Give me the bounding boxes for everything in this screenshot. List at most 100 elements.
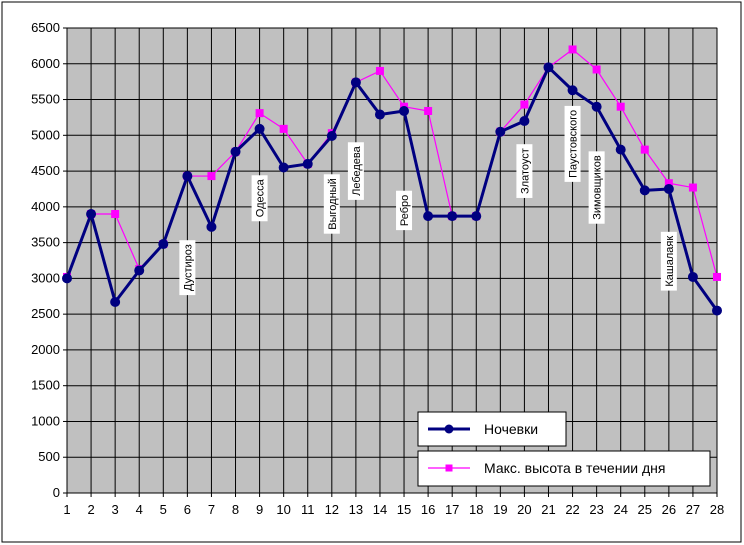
x-tick-label: 9 (256, 502, 263, 517)
y-tick-label: 0 (53, 485, 60, 500)
y-tick-label: 4000 (31, 199, 60, 214)
x-tick-label: 11 (301, 502, 315, 517)
x-tick-label: 6 (184, 502, 191, 517)
x-tick-label: 19 (493, 502, 507, 517)
data-point (326, 131, 337, 142)
data-point (134, 265, 145, 276)
data-point (687, 271, 698, 282)
x-tick-label: 27 (686, 502, 700, 517)
x-tick-label: 10 (276, 502, 290, 517)
y-tick-label: 2500 (31, 306, 60, 321)
data-point (399, 105, 410, 116)
legend-swatch-marker (444, 424, 454, 434)
y-tick-label: 3500 (31, 235, 60, 250)
annotation-box (347, 142, 364, 200)
annotation: Лебедева (347, 142, 364, 200)
series-1 (62, 62, 722, 316)
y-tick-label: 5000 (31, 127, 60, 142)
annotation-box (660, 231, 677, 291)
data-point (255, 109, 264, 118)
data-point (592, 65, 601, 74)
annotation-label: Паустовского (568, 110, 580, 178)
x-tick-label: 15 (397, 502, 411, 517)
data-point (62, 273, 72, 284)
annotation: Одесса (251, 175, 268, 222)
annotation-label: Выгодный (327, 178, 339, 229)
data-point (254, 123, 265, 134)
annotation: Златоуст (516, 144, 533, 198)
annotation-label: Златоуст (519, 148, 531, 194)
y-tick-label: 4500 (31, 163, 60, 178)
data-point (616, 102, 625, 111)
annotation: Кашалаяк (660, 231, 677, 291)
data-point (423, 211, 434, 222)
x-tick-label: 8 (232, 502, 239, 517)
legend-label: Ночевки (484, 421, 538, 437)
axes: 0 500 1000 1500 2000 2500 3000 3500 4000 4500 5000… (31, 20, 724, 517)
annotation-box (516, 144, 533, 198)
x-tick-label: 20 (517, 502, 531, 517)
data-point (182, 171, 193, 182)
y-tick-label: 2000 (31, 342, 60, 357)
y-tick-label: 1000 (31, 413, 60, 428)
data-point (374, 109, 385, 120)
x-tick-label: 1 (63, 502, 70, 517)
data-point (375, 66, 384, 75)
annotation: Ребро (396, 190, 413, 231)
data-point (567, 85, 578, 96)
y-tick-label: 3000 (31, 270, 60, 285)
y-tick-label: 6000 (31, 56, 60, 71)
data-point (713, 272, 721, 281)
annotation-label: Дустироз (182, 244, 194, 291)
annotation: Зимовщиков (588, 151, 605, 224)
annotation-label: Кашалаяк (664, 236, 676, 287)
annotation: Паустовского (564, 105, 581, 182)
y-tick-label: 6500 (31, 20, 60, 35)
plot-area (66, 27, 718, 494)
x-tick-label: 4 (136, 502, 143, 517)
data-point (447, 211, 458, 222)
x-tick-label: 22 (565, 502, 579, 517)
data-point (279, 124, 288, 133)
data-point (86, 209, 97, 219)
annotation-label: Одесса (255, 178, 267, 217)
legend: Ночевки Макс. высота в течении дня (417, 411, 711, 487)
annotation-box (396, 190, 413, 231)
x-tick-label: 5 (160, 502, 167, 517)
annotation-label: Зимовщиков (592, 155, 604, 220)
legend-swatch-marker (445, 464, 453, 472)
data-point (350, 77, 361, 88)
annotation-label: Лебедева (351, 145, 363, 196)
data-point (520, 100, 529, 109)
data-point (302, 158, 313, 169)
data-point (111, 210, 120, 218)
data-point (519, 116, 530, 126)
y-tick-label: 500 (38, 449, 60, 464)
annotation-box (251, 175, 268, 222)
x-tick-label: 28 (710, 502, 724, 517)
annotation: Выгодный (323, 174, 340, 234)
legend-label: Макс. высота в течении дня (484, 460, 665, 476)
x-tick-label: 7 (208, 502, 215, 517)
data-point (207, 172, 216, 181)
data-point (495, 126, 506, 137)
data-point (663, 183, 674, 194)
x-tick-label: 12 (325, 502, 339, 517)
data-point (158, 239, 169, 250)
data-point (568, 45, 577, 54)
y-tick-label: 5500 (31, 92, 60, 107)
data-point (688, 183, 697, 192)
data-point (110, 296, 121, 307)
x-tick-label: 23 (589, 502, 603, 517)
data-point (615, 144, 626, 155)
x-tick-label: 13 (349, 502, 363, 517)
x-tick-label: 14 (373, 502, 387, 517)
x-tick-label: 3 (112, 502, 119, 517)
x-tick-label: 2 (87, 502, 94, 517)
data-point (424, 106, 433, 115)
data-point (591, 101, 602, 112)
data-point (230, 146, 241, 157)
data-point (543, 62, 554, 73)
annotation-box (179, 240, 196, 296)
